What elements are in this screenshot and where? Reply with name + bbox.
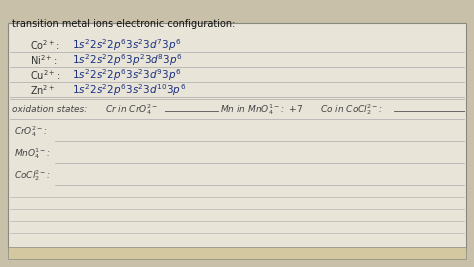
Text: Zn$^{2+}$: Zn$^{2+}$ xyxy=(30,83,55,97)
Text: $1s^2 2s^2 2p^6 3s^2 3d^{10} 3p^6$: $1s^2 2s^2 2p^6 3s^2 3d^{10} 3p^6$ xyxy=(72,82,186,98)
Text: Ni$^{2+}$:: Ni$^{2+}$: xyxy=(30,53,57,67)
Text: CrO$_4^{2-}$:: CrO$_4^{2-}$: xyxy=(14,124,47,139)
Text: CoCl$_2^{2-}$:: CoCl$_2^{2-}$: xyxy=(14,168,51,183)
Text: transition metal ions electronic configuration:: transition metal ions electronic configu… xyxy=(12,19,236,29)
Text: Cu$^{2+}$:: Cu$^{2+}$: xyxy=(30,68,60,82)
Text: MnO$_4^{1-}$:: MnO$_4^{1-}$: xyxy=(14,147,51,162)
Text: Co$^{2+}$:: Co$^{2+}$: xyxy=(30,38,60,52)
Text: $1s^2 2s^2 2p^6 3s^2 3d^9 3p^6$: $1s^2 2s^2 2p^6 3s^2 3d^9 3p^6$ xyxy=(72,67,182,83)
Text: $1s^2 2s^2 2p^6 3s^2 3d^7 3p^6$: $1s^2 2s^2 2p^6 3s^2 3d^7 3p^6$ xyxy=(72,37,182,53)
Text: Co in CoCl$_2^{2-}$:: Co in CoCl$_2^{2-}$: xyxy=(320,103,383,117)
Bar xyxy=(8,247,466,259)
Text: $1s^2 2s^2 2p^6 3p^2 3d^8 3p^6$: $1s^2 2s^2 2p^6 3p^2 3d^8 3p^6$ xyxy=(72,52,182,68)
Bar xyxy=(8,23,466,249)
Text: oxidation states:: oxidation states: xyxy=(12,105,87,115)
Text: Mn in MnO$_4^{1-}$:  $+7$: Mn in MnO$_4^{1-}$: $+7$ xyxy=(220,103,303,117)
Text: Cr in CrO$_4^{2-}$: Cr in CrO$_4^{2-}$ xyxy=(105,103,158,117)
